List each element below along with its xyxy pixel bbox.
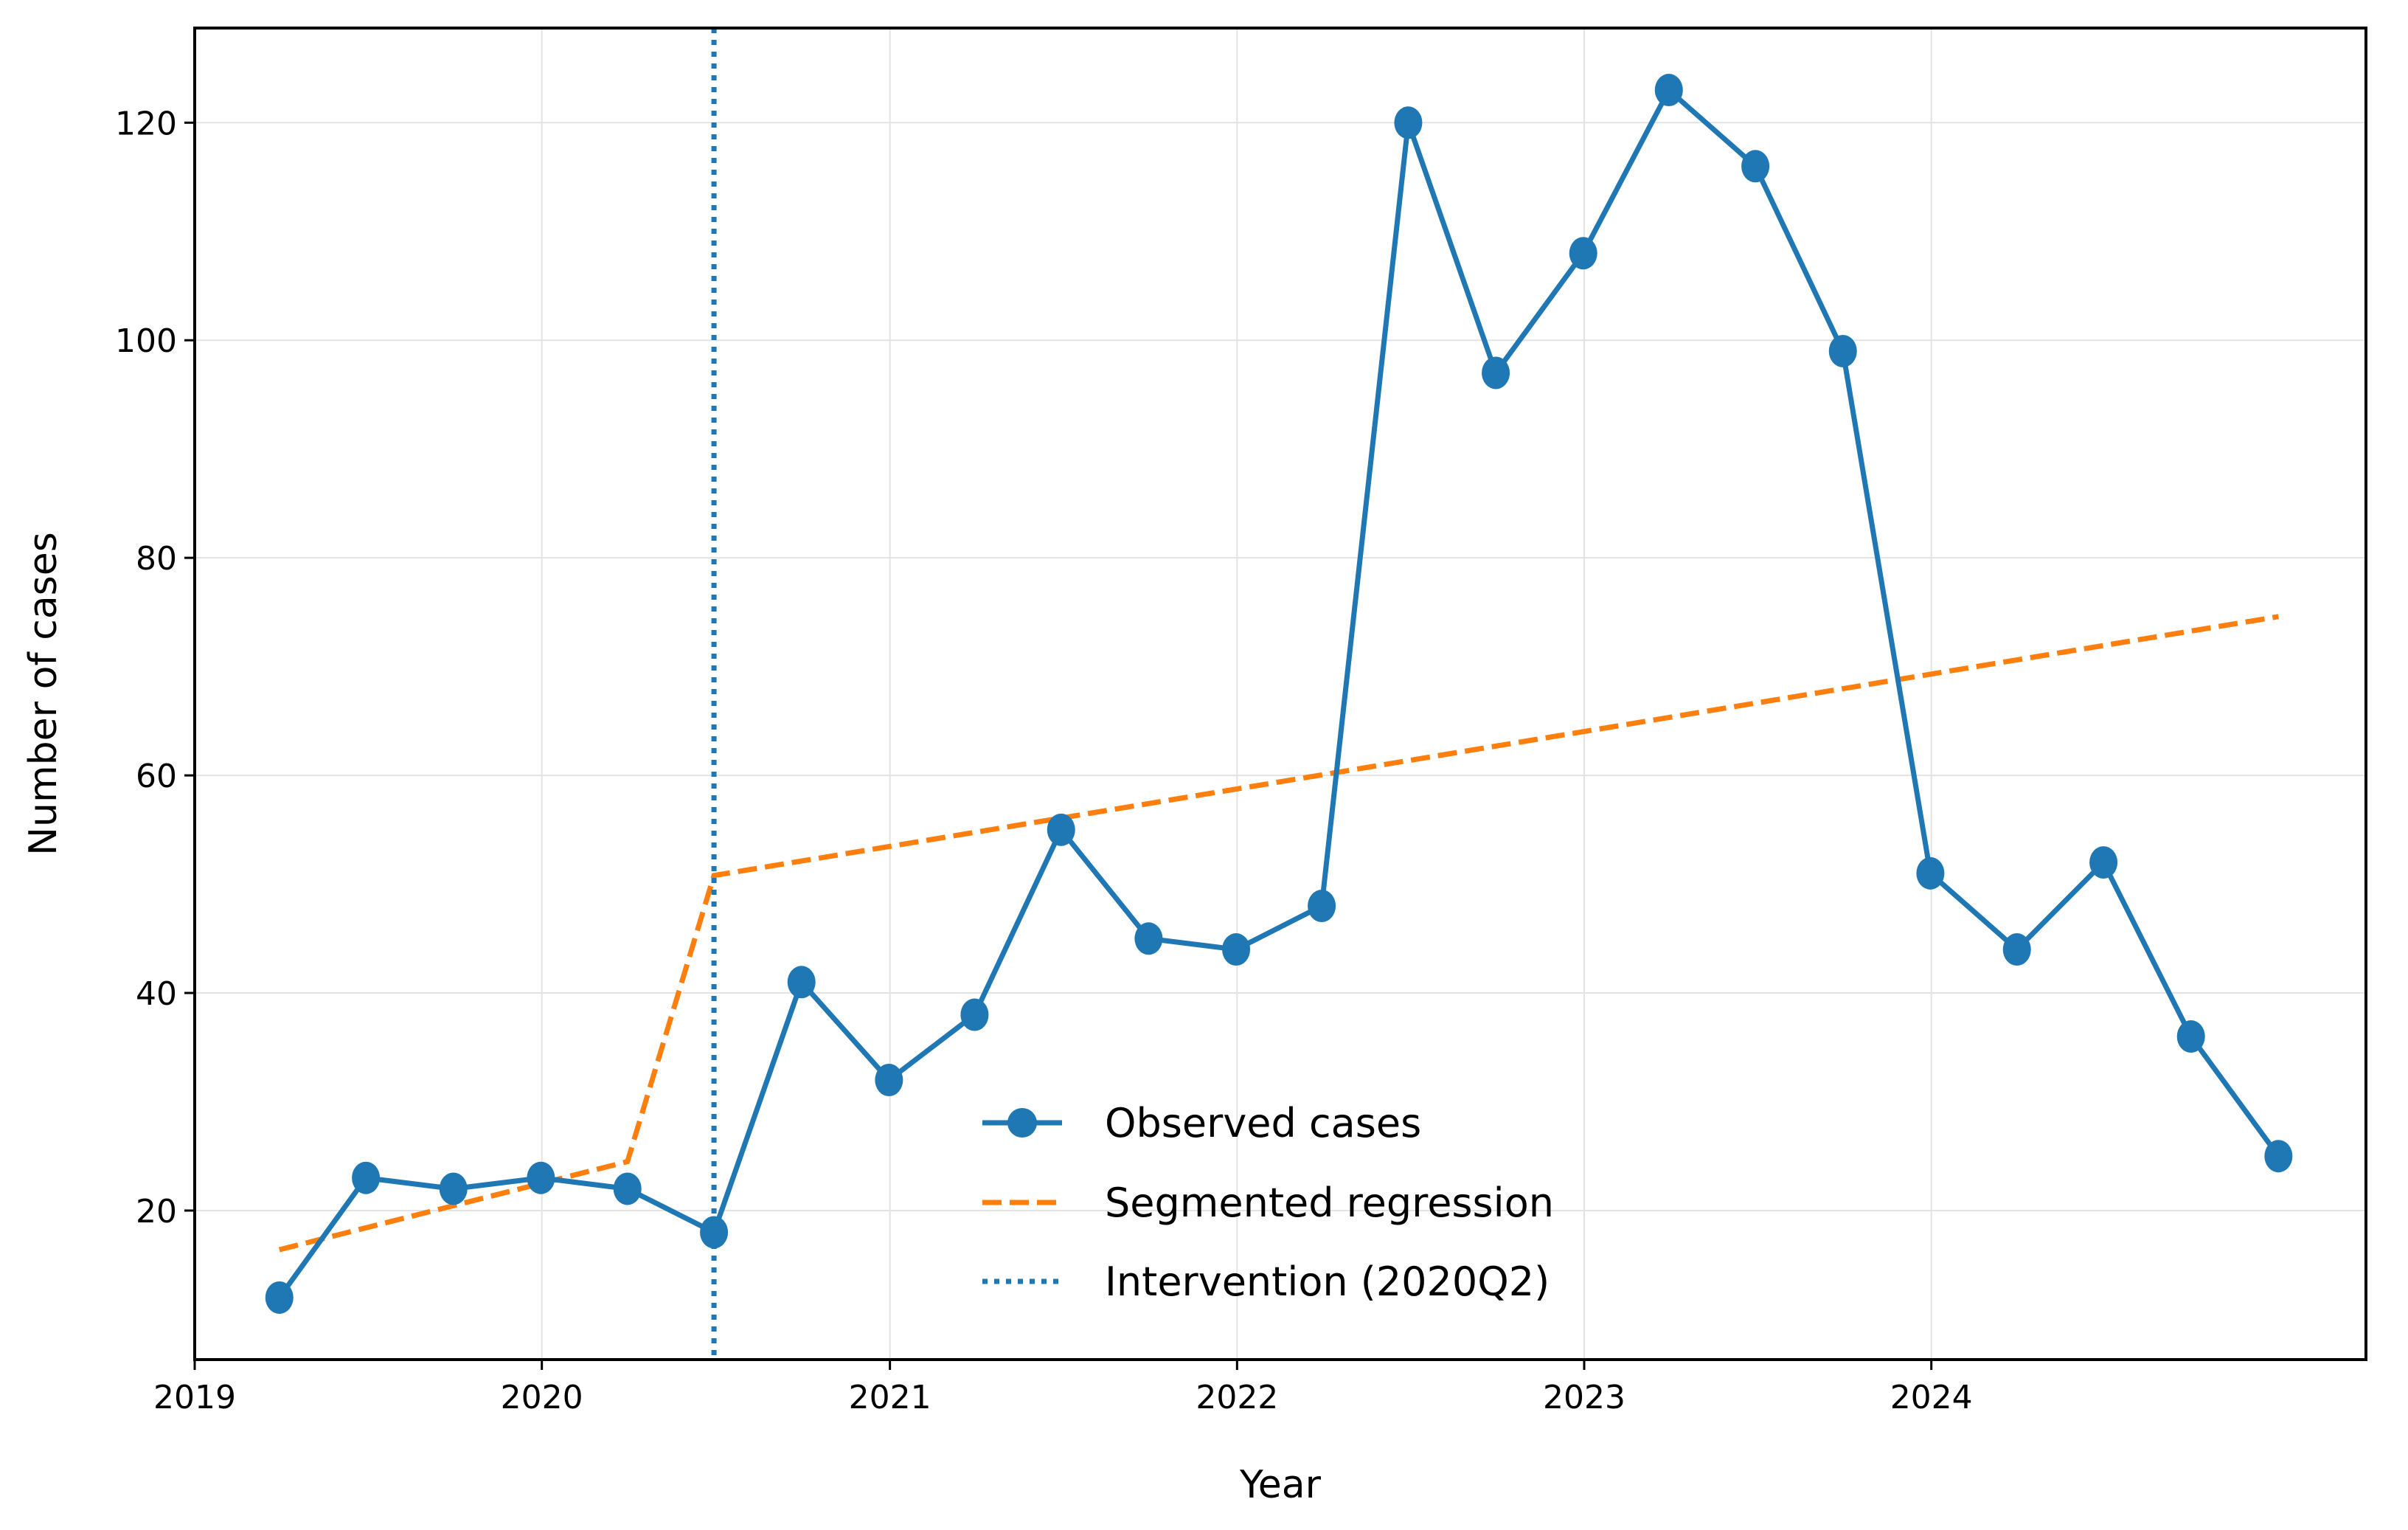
observed-cases-point [1741,150,1770,183]
plot-area-frame [193,27,2367,1361]
x-axis-title: Year [1239,1463,1322,1507]
observed-cases-line [277,87,2281,1299]
observed-cases-point [613,1172,642,1205]
x-tick-label: 2019 [153,1379,236,1416]
observed-cases-point [1828,334,1857,367]
x-tick-label: 2023 [1543,1379,1625,1416]
y-tick-label: 100 [115,322,177,360]
y-tick-label: 80 [136,540,177,578]
observed-cases-point [1569,237,1597,270]
observed-cases-point [2264,1140,2293,1173]
observed-cases-point [875,1064,903,1097]
x-tick-label: 2022 [1196,1379,1278,1416]
legend-label-observed-cases: Observed cases [1105,1100,1421,1146]
y-tick-label: 40 [136,975,177,1013]
observed-cases-point [1222,933,1251,966]
observed-cases-point [2176,1020,2205,1053]
legend-label-segmented-regression: Segmented regression [1105,1180,1554,1226]
observed-cases-point [2002,933,2031,966]
series-layer [265,28,2293,1360]
axis-ticks: 2019 2020 2021 2022 2023 2024 20 40 60 80 100 120 [115,105,1973,1416]
observed-cases-point [960,998,989,1031]
legend-marker-observed-cases [1007,1108,1037,1138]
legend-entry-segmented-regression: Segmented regression [982,1180,1554,1226]
observed-cases-point [700,1216,729,1249]
observed-cases-point [1654,74,1683,107]
legend: Observed cases Segmented regression Inte… [982,1100,1554,1305]
y-tick-label: 120 [115,105,177,142]
observed-cases-point [352,1161,381,1194]
observed-cases-point [527,1161,555,1194]
grid-lines [194,28,2366,1360]
observed-cases-point [2089,846,2118,879]
x-tick-label: 2021 [849,1379,931,1416]
x-tick-label: 2020 [501,1379,583,1416]
segmented-regression-line [278,614,2279,1253]
observed-cases-point [1134,922,1163,955]
legend-label-intervention: Intervention (2020Q2) [1105,1259,1550,1305]
observed-cases-point [265,1281,294,1314]
x-tick-label: 2024 [1890,1379,1973,1416]
observed-cases-point [1394,106,1423,139]
observed-cases-point [1916,856,1945,890]
y-axis-title: Number of cases [21,532,66,856]
legend-entry-observed-cases: Observed cases [982,1100,1421,1146]
legend-entry-intervention: Intervention (2020Q2) [982,1259,1550,1305]
observed-cases-point [439,1172,468,1205]
observed-cases-point [1047,813,1075,846]
observed-cases-point [1308,890,1336,923]
y-tick-label: 20 [136,1193,177,1230]
y-tick-label: 60 [136,758,177,795]
observed-cases-point [1482,356,1510,390]
observed-cases-point [787,966,816,999]
